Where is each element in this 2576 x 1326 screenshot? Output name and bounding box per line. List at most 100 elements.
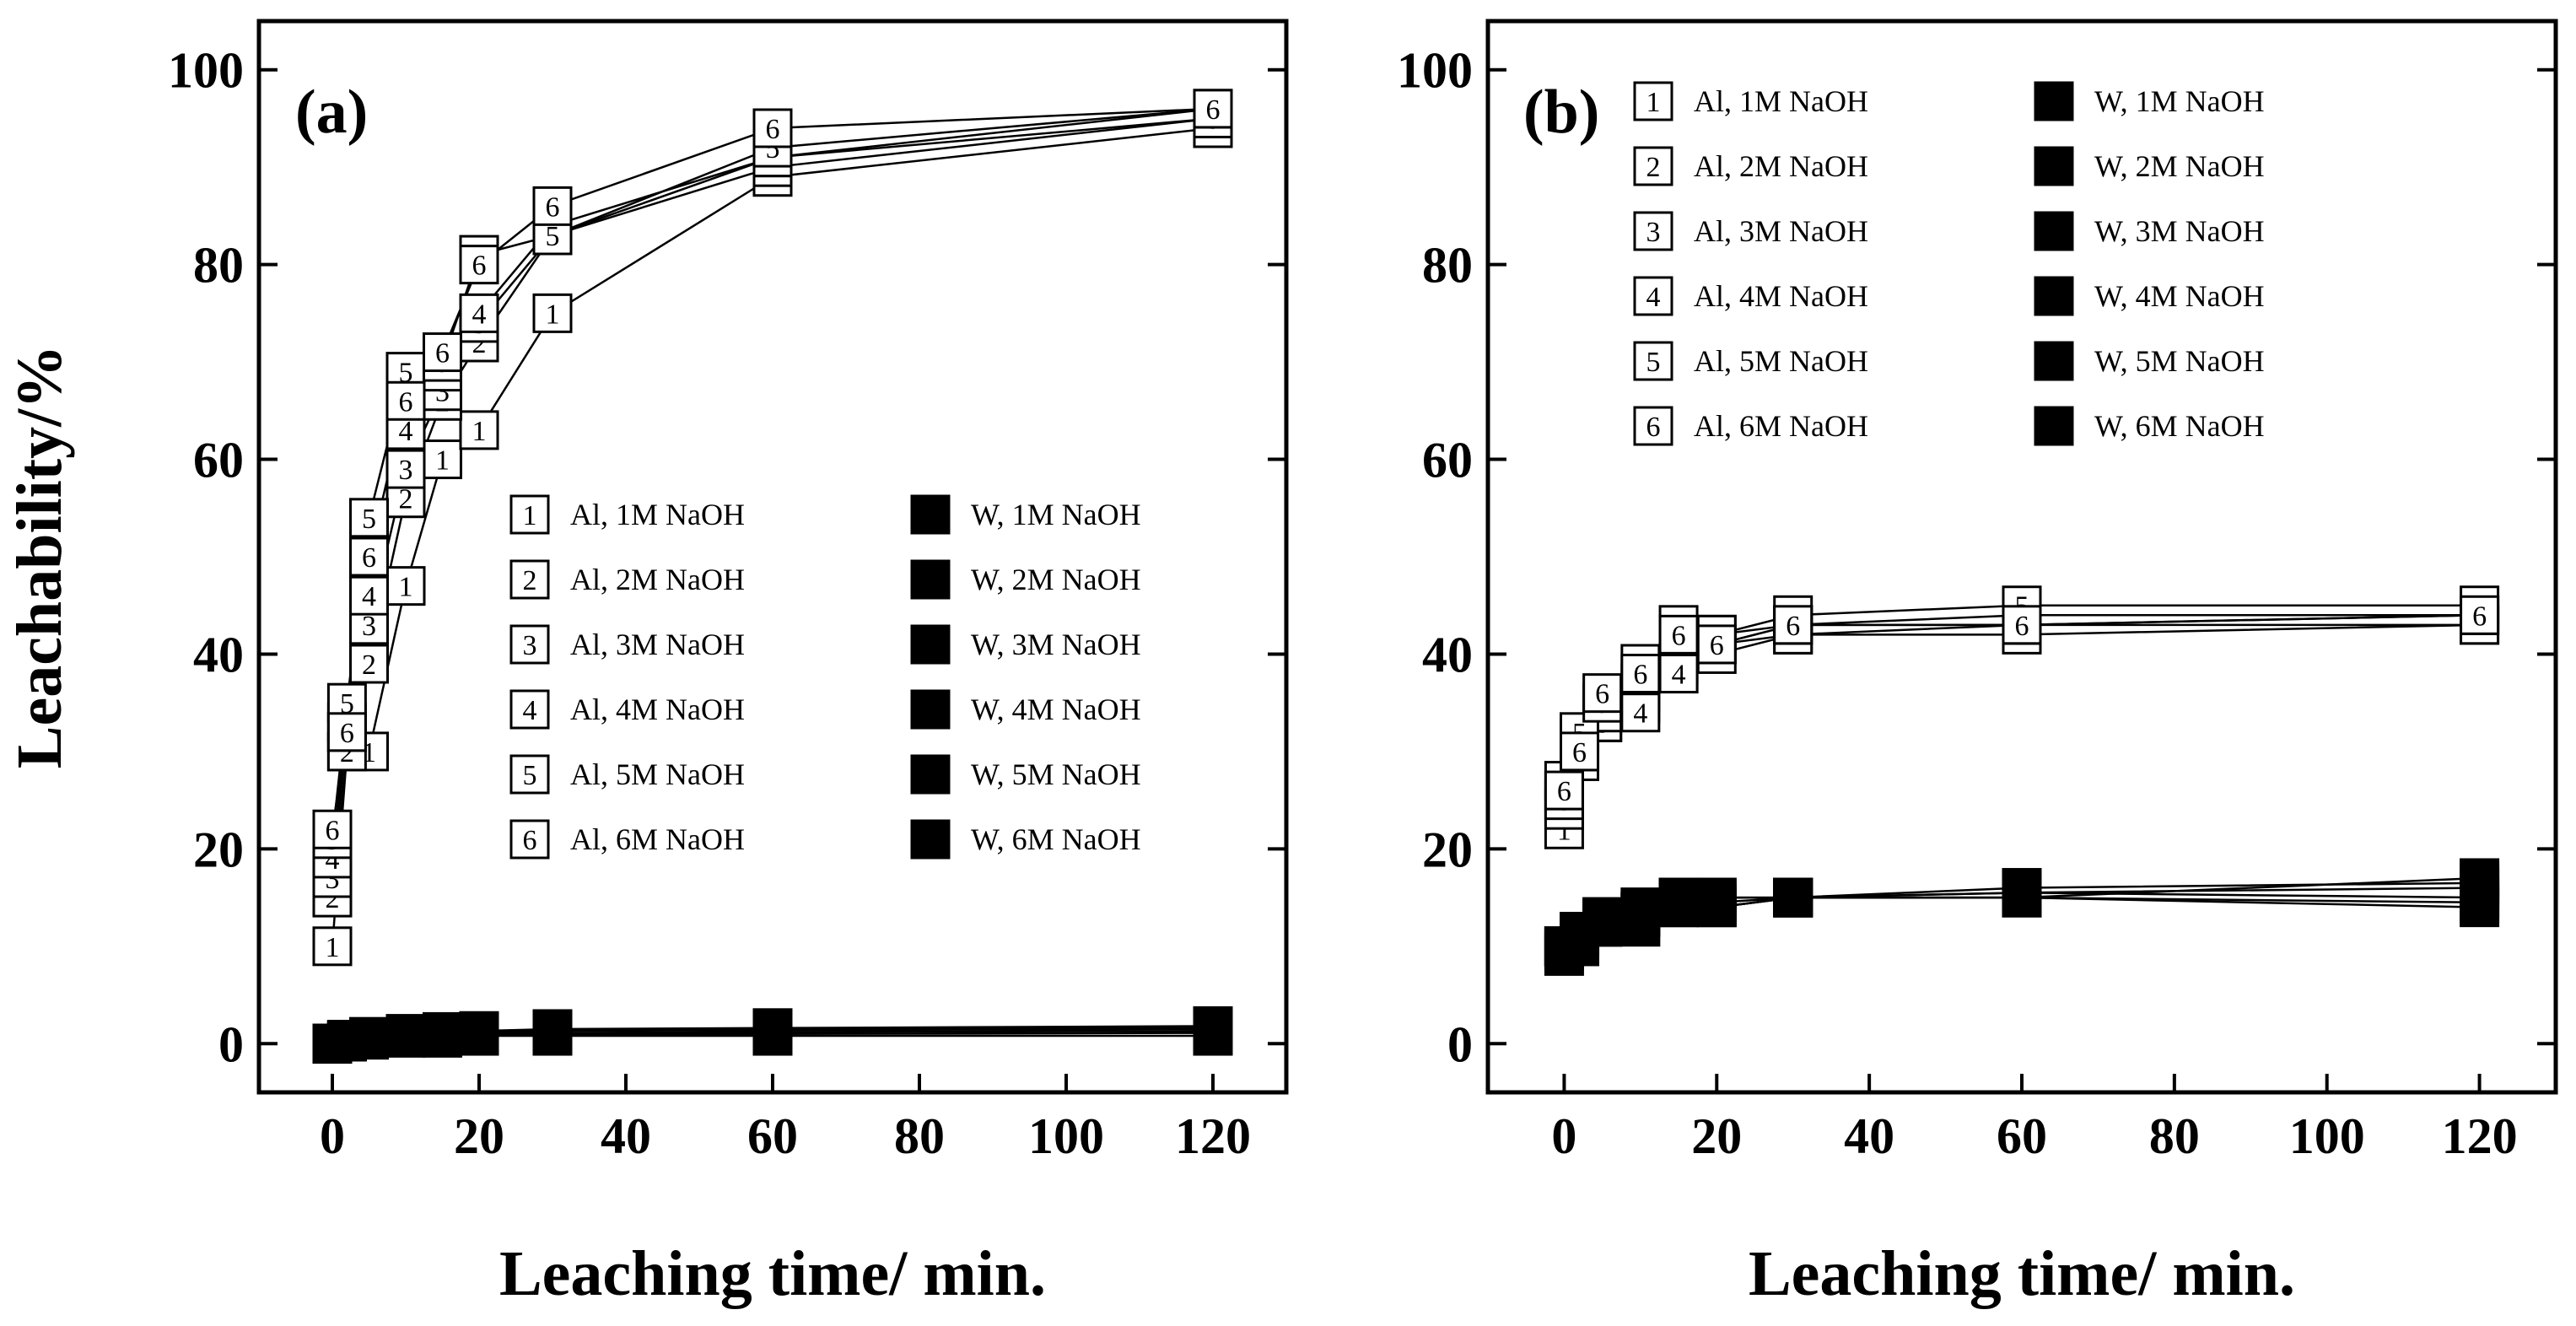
- marker-label: 4: [399, 416, 413, 447]
- marker-label: 6: [2015, 883, 2029, 914]
- panel-b: 0 20 40 60 80 100 120 0 20 40 60 80 100 Leaching time…: [1397, 19, 2558, 1309]
- marker-label: 6: [1672, 893, 1686, 924]
- legend-marker: [2034, 81, 2074, 121]
- marker-label: 6: [546, 191, 560, 223]
- legend-label: W, 3M NaOH: [971, 628, 1141, 661]
- legend-item: 3 W, 3M NaOH: [2034, 211, 2265, 251]
- legend-marker-label: 6: [523, 825, 537, 856]
- legend-label: W, 3M NaOH: [2094, 214, 2265, 248]
- marker-label: 6: [1710, 630, 1724, 661]
- legend-marker: [509, 624, 550, 665]
- marker-label: 5: [340, 688, 354, 720]
- marker-label: 4: [1633, 698, 1647, 730]
- marker-label: 6: [435, 338, 450, 369]
- data-point: 4: [1658, 654, 1699, 694]
- marker-box: [2002, 877, 2042, 918]
- x-tick-label: 100: [2289, 1108, 2365, 1164]
- legend-item: 5 Al, 5M NaOH: [509, 754, 745, 795]
- legend-item: 1 W, 1M NaOH: [2034, 81, 2265, 121]
- marker-box: [423, 439, 462, 480]
- legend-marker-label: 1: [924, 500, 938, 531]
- legend-marker-label: 2: [523, 565, 537, 596]
- data-point: 6: [1582, 907, 1623, 947]
- data-point: 4: [349, 575, 389, 616]
- marker-label: 6: [766, 114, 780, 145]
- marker-label: 5: [399, 358, 413, 389]
- data-point: 6: [1696, 887, 1737, 928]
- data-point: 6: [1544, 770, 1584, 811]
- data-point: 6: [423, 1011, 462, 1052]
- data-point: 2: [349, 644, 389, 684]
- legend-item: 6 W, 6M NaOH: [2034, 406, 2265, 446]
- marker-label: 6: [362, 542, 376, 574]
- marker-box: [1696, 887, 1737, 928]
- y-tick-label: 40: [193, 627, 244, 682]
- data-point: 6: [1658, 887, 1699, 928]
- x-tick-label: 20: [1691, 1108, 1742, 1164]
- data-point: 6: [1582, 673, 1623, 714]
- marker-label: 1: [326, 932, 340, 963]
- legend-marker: [509, 559, 550, 600]
- legend-marker-label: 6: [2047, 412, 2061, 443]
- marker-box: [2460, 595, 2500, 635]
- legend-label: Al, 6M NaOH: [1694, 409, 1868, 443]
- legend-label: Al, 6M NaOH: [570, 822, 745, 856]
- marker-box: [423, 1011, 462, 1052]
- legend-item: 5 Al, 5M NaOH: [1633, 341, 1868, 381]
- data-point: 1: [423, 439, 462, 480]
- x-tick-label: 0: [1551, 1108, 1576, 1164]
- x-tick-label: 100: [1028, 1108, 1104, 1164]
- marker-box: [1658, 887, 1699, 928]
- marker-label: 6: [546, 1015, 560, 1046]
- data-point: 6: [423, 332, 462, 373]
- legend-item: 1 Al, 1M NaOH: [509, 494, 745, 535]
- legend-marker-label: 2: [2047, 152, 2061, 183]
- legend-label: W, 2M NaOH: [971, 563, 1141, 596]
- legend-label: Al, 4M NaOH: [1694, 279, 1868, 313]
- data-point: 6: [326, 712, 367, 752]
- legend-marker: [2034, 146, 2074, 186]
- legend-marker: [1633, 276, 1673, 316]
- marker-box: [1193, 89, 1233, 129]
- y-tick-label: 20: [1422, 822, 1473, 877]
- marker-box: [349, 536, 389, 577]
- legend-marker-label: 3: [2047, 217, 2061, 248]
- data-point: 6: [1773, 877, 1813, 918]
- panel-a: 0 20 40 60 80 100 120 0 20 40 60 80 100 Leaching time…: [4, 19, 1289, 1309]
- y-tick-label: 80: [1422, 238, 1473, 294]
- legend-label: Al, 5M NaOH: [570, 757, 745, 791]
- data-point: 6: [2460, 858, 2500, 898]
- marker-label: 6: [435, 1017, 450, 1048]
- data-point: 6: [349, 536, 389, 577]
- x-tick-label: 120: [2442, 1108, 2518, 1164]
- legend-label: Al, 1M NaOH: [1694, 84, 1868, 118]
- marker-box: [459, 410, 499, 450]
- x-axis-title: Leaching time/ min.: [499, 1238, 1046, 1309]
- marker-box: [1658, 614, 1699, 655]
- x-tick-label: 60: [747, 1108, 798, 1164]
- legend-marker-label: 6: [1646, 412, 1661, 443]
- legend-marker-label: 4: [924, 695, 938, 726]
- legend-label: Al, 3M NaOH: [570, 628, 745, 661]
- legend-marker: [1633, 406, 1673, 446]
- legend-marker-label: 4: [2047, 282, 2061, 313]
- legend-marker: [2034, 406, 2074, 446]
- x-axis-title: Leaching time/ min.: [1749, 1238, 2295, 1309]
- legend-label: Al, 1M NaOH: [570, 498, 745, 531]
- legend-marker: [2034, 211, 2074, 251]
- legend-marker-label: 2: [924, 565, 938, 596]
- legend-marker: [1633, 81, 1673, 121]
- legend-marker-label: 1: [2047, 87, 2061, 118]
- legend-marker: [910, 559, 951, 600]
- data-point: 6: [532, 1009, 573, 1049]
- marker-label: 6: [1786, 883, 1800, 914]
- legend-label: W, 5M NaOH: [2094, 344, 2265, 378]
- y-axis-title: Leachability/%: [4, 345, 75, 768]
- legend-label: Al, 5M NaOH: [1694, 344, 1868, 378]
- y-tick-label: 100: [1397, 43, 1473, 99]
- legend-marker: [509, 819, 550, 860]
- legend-label: W, 2M NaOH: [2094, 149, 2265, 183]
- data-point: 6: [312, 809, 353, 849]
- marker-box: [1773, 605, 1813, 645]
- marker-label: 6: [2472, 864, 2487, 895]
